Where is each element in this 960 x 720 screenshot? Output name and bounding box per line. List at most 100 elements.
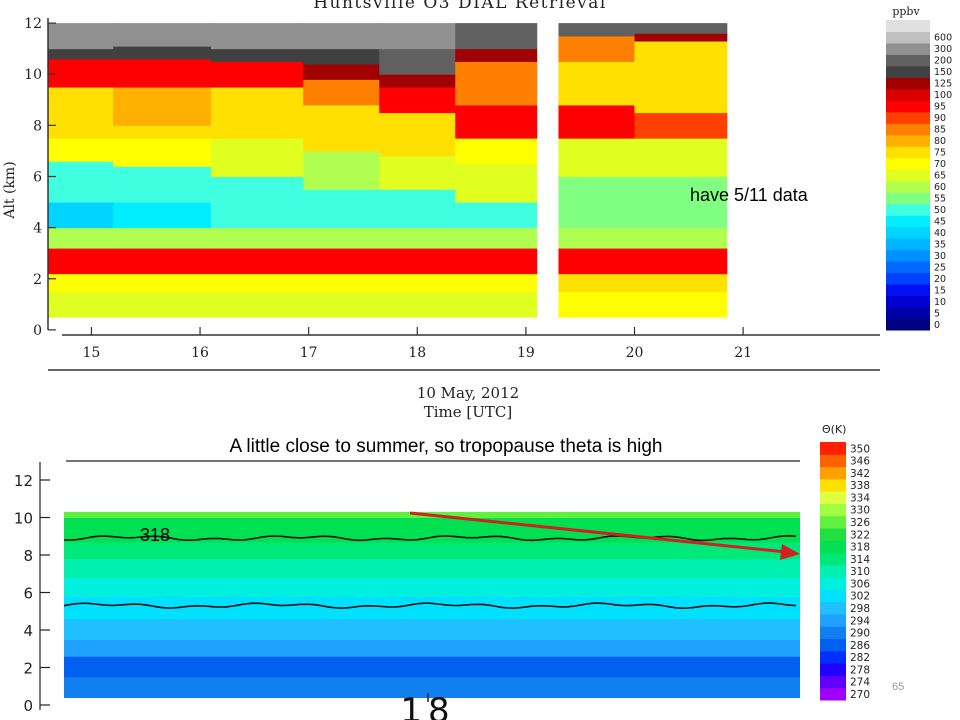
top-y-tick-label: 12 bbox=[24, 16, 42, 32]
top-x-tick-label: 16 bbox=[191, 345, 209, 361]
top-y-tick-label: 2 bbox=[33, 272, 42, 288]
bottom-colorbar-swatch bbox=[820, 589, 846, 603]
top-colorbar-swatch bbox=[886, 42, 930, 55]
top-colorbar-label: 0 bbox=[934, 320, 940, 331]
theta-band bbox=[64, 596, 800, 620]
top-colorbar-swatch bbox=[886, 146, 930, 159]
bottom-colorbar-label: 274 bbox=[850, 677, 870, 689]
bottom-colorbar-swatch bbox=[820, 466, 846, 480]
top-colorbar-label: 40 bbox=[934, 228, 946, 239]
annotation-have-data: have 5/11 data bbox=[690, 185, 809, 205]
ozone-cell bbox=[210, 176, 304, 229]
top-y-axis-label: Alt (km) bbox=[2, 161, 18, 219]
bottom-colorbar-swatch bbox=[820, 687, 846, 701]
top-colorbar-label: 65 bbox=[934, 171, 946, 182]
ozone-cell bbox=[303, 227, 380, 249]
ozone-cell bbox=[303, 104, 380, 152]
ozone-cell bbox=[48, 291, 114, 318]
top-colorbar-label: 75 bbox=[934, 148, 946, 159]
bottom-colorbar-swatch bbox=[820, 454, 846, 468]
bottom-colorbar-swatch bbox=[820, 564, 846, 578]
ozone-cell bbox=[210, 138, 304, 177]
top-colorbar-swatch bbox=[886, 203, 930, 216]
ozone-cell bbox=[379, 291, 456, 318]
bottom-colorbar-label: 338 bbox=[850, 480, 870, 492]
top-colorbar-swatch bbox=[886, 134, 930, 147]
ozone-cell bbox=[113, 273, 212, 293]
trend-arrow bbox=[409, 511, 800, 560]
top-colorbar-swatch bbox=[886, 215, 930, 228]
ozone-cell bbox=[303, 189, 380, 229]
top-x-axis-label-date: 10 May, 2012 bbox=[417, 384, 519, 402]
top-colorbar-swatch bbox=[886, 249, 930, 262]
top-colorbar-label: 80 bbox=[934, 136, 946, 147]
top-colorbar-label: 85 bbox=[934, 125, 946, 136]
ozone-cell bbox=[634, 33, 728, 42]
ozone-cell bbox=[303, 79, 380, 106]
bottom-y-tick-label: 4 bbox=[23, 622, 33, 640]
top-x-tick-label: 15 bbox=[83, 345, 101, 361]
ozone-cell bbox=[379, 23, 456, 50]
ozone-cell bbox=[113, 166, 212, 203]
bottom-colorbar-swatch bbox=[820, 442, 846, 455]
bottom-y-ticks: 0 2 4 6 8 10 12 bbox=[14, 472, 50, 715]
ozone-cell bbox=[634, 291, 728, 318]
ozone-cell bbox=[113, 87, 212, 126]
top-colorbar-swatch bbox=[886, 180, 930, 193]
bottom-colorbar-swatch bbox=[820, 675, 846, 689]
ozone-cell bbox=[379, 227, 456, 249]
ozone-cell bbox=[558, 227, 635, 249]
bottom-colorbar-label: 270 bbox=[850, 689, 870, 701]
ozone-cell bbox=[558, 248, 635, 275]
ozone-dial-chart: Huntsville O3 DIAL Retrieval 0 2 4 6 8 10 12 1… bbox=[2, 0, 952, 421]
bottom-y-tick-label: 6 bbox=[23, 585, 33, 603]
page-number: 65 bbox=[892, 681, 904, 693]
ozone-cell bbox=[634, 273, 728, 293]
ozone-cell bbox=[210, 87, 304, 139]
top-colorbar-label: 90 bbox=[934, 113, 946, 124]
top-colorbar-swatch bbox=[886, 295, 930, 308]
theta-band bbox=[64, 676, 800, 698]
top-colorbar-swatch bbox=[886, 284, 930, 297]
bottom-colorbar-label: 286 bbox=[850, 640, 870, 652]
bottom-colorbar-swatch bbox=[820, 614, 846, 627]
top-x-axis-label-time: Time [UTC] bbox=[424, 403, 513, 421]
bottom-colorbar-label: 278 bbox=[850, 664, 870, 676]
bottom-colorbar: 2702742782822862902942983023063103143183… bbox=[820, 442, 870, 701]
ozone-cell bbox=[455, 202, 538, 229]
top-colorbar-swatch bbox=[886, 123, 930, 136]
bottom-contour-lines bbox=[63, 535, 797, 610]
bottom-colorbar-unit: Θ(K) bbox=[822, 423, 846, 436]
ozone-cell bbox=[210, 248, 304, 275]
top-y-tick-label: 0 bbox=[33, 323, 42, 339]
bottom-colorbar-swatch bbox=[820, 515, 846, 529]
top-colorbar-swatch bbox=[886, 100, 930, 113]
ozone-cell bbox=[634, 23, 728, 34]
top-y-ticks: 0 2 4 6 8 10 12 bbox=[24, 16, 56, 339]
ozone-cell bbox=[48, 161, 114, 203]
top-colorbar-label: 5 bbox=[934, 308, 940, 319]
ozone-cell bbox=[48, 202, 114, 229]
bottom-colorbar-swatch bbox=[820, 540, 846, 554]
theta-band bbox=[64, 517, 800, 543]
top-colorbar-swatch bbox=[886, 54, 930, 67]
ozone-cell bbox=[303, 64, 380, 80]
ozone-cell bbox=[303, 150, 380, 190]
top-colorbar-label: 20 bbox=[934, 274, 946, 285]
bottom-colorbar-label: 298 bbox=[850, 603, 870, 615]
ozone-cell bbox=[210, 227, 304, 249]
ozone-cell bbox=[455, 48, 538, 62]
bottom-y-tick-label: 12 bbox=[14, 472, 33, 490]
theta-band bbox=[64, 541, 800, 560]
ozone-cell bbox=[210, 61, 304, 88]
ozone-cell bbox=[210, 23, 304, 50]
bottom-colorbar-label: 334 bbox=[850, 492, 870, 504]
bottom-colorbar-swatch bbox=[820, 601, 846, 615]
bottom-x-tick-label: 18 bbox=[400, 691, 455, 720]
top-colorbar-label: 70 bbox=[934, 159, 946, 170]
top-colorbar-label: 30 bbox=[934, 251, 946, 262]
top-colorbar-label: 45 bbox=[934, 216, 946, 227]
ozone-cell bbox=[210, 273, 304, 293]
bottom-colorbar-label: 350 bbox=[850, 443, 870, 455]
